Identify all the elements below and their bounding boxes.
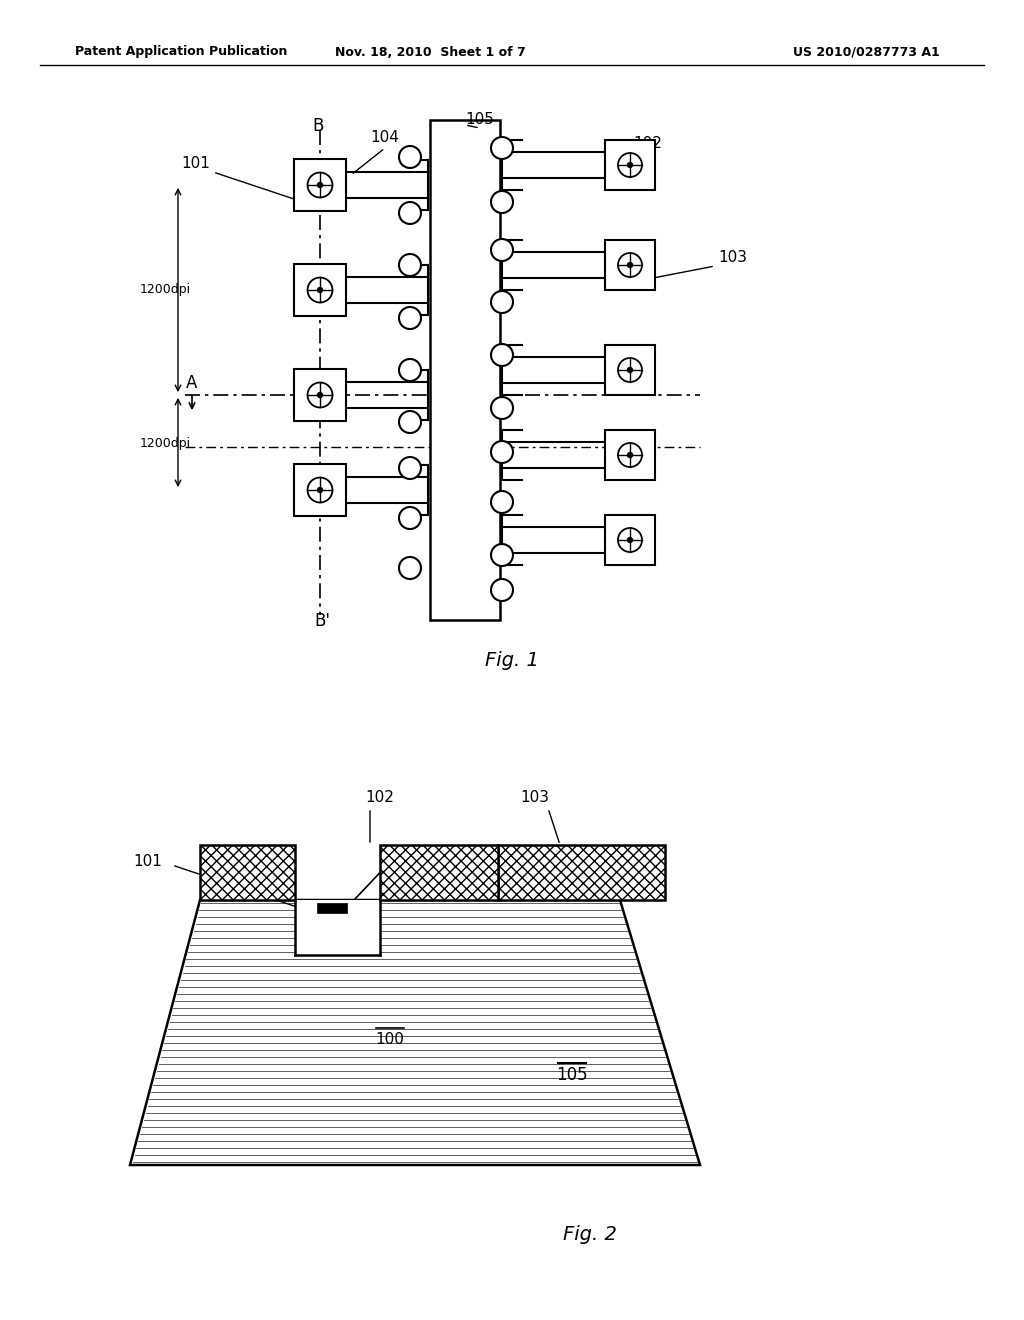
Text: 101: 101 bbox=[181, 156, 210, 170]
Polygon shape bbox=[380, 845, 498, 900]
Bar bbox=[294, 158, 346, 211]
Circle shape bbox=[307, 478, 333, 503]
Circle shape bbox=[490, 397, 513, 418]
Circle shape bbox=[399, 202, 421, 224]
Circle shape bbox=[399, 253, 421, 276]
Circle shape bbox=[399, 507, 421, 529]
Text: 102: 102 bbox=[634, 136, 663, 150]
Circle shape bbox=[628, 263, 633, 268]
Circle shape bbox=[628, 537, 633, 543]
Circle shape bbox=[399, 147, 421, 168]
Circle shape bbox=[618, 444, 642, 467]
Circle shape bbox=[307, 277, 333, 302]
Circle shape bbox=[490, 290, 513, 313]
Text: A': A' bbox=[612, 374, 628, 392]
Text: 104: 104 bbox=[371, 131, 399, 145]
Bar bbox=[295, 900, 380, 954]
Text: Fig. 1: Fig. 1 bbox=[485, 651, 539, 669]
Text: 101: 101 bbox=[133, 854, 162, 870]
Bar bbox=[605, 240, 655, 290]
Circle shape bbox=[490, 137, 513, 158]
Text: Fig. 2: Fig. 2 bbox=[563, 1225, 616, 1245]
Circle shape bbox=[628, 162, 633, 168]
Text: 105: 105 bbox=[556, 1067, 588, 1084]
Bar bbox=[294, 465, 346, 516]
Circle shape bbox=[307, 173, 333, 198]
Text: B: B bbox=[312, 117, 324, 135]
Circle shape bbox=[618, 253, 642, 277]
Text: A: A bbox=[186, 374, 198, 392]
Bar bbox=[294, 370, 346, 421]
Text: US 2010/0287773 A1: US 2010/0287773 A1 bbox=[794, 45, 940, 58]
Circle shape bbox=[317, 182, 323, 187]
Circle shape bbox=[317, 487, 323, 492]
Text: 1200dpi: 1200dpi bbox=[139, 284, 190, 297]
Circle shape bbox=[490, 579, 513, 601]
Circle shape bbox=[307, 383, 333, 408]
Bar bbox=[605, 140, 655, 190]
Circle shape bbox=[399, 308, 421, 329]
Bar bbox=[430, 120, 500, 620]
Bar bbox=[605, 515, 655, 565]
Bar bbox=[294, 264, 346, 315]
Polygon shape bbox=[130, 900, 700, 1166]
Circle shape bbox=[490, 191, 513, 213]
Text: 105: 105 bbox=[466, 112, 495, 128]
Text: 102: 102 bbox=[366, 791, 394, 805]
Circle shape bbox=[618, 528, 642, 552]
Bar bbox=[317, 903, 347, 913]
Circle shape bbox=[399, 359, 421, 381]
Text: 103: 103 bbox=[718, 251, 746, 265]
Circle shape bbox=[399, 411, 421, 433]
Circle shape bbox=[618, 153, 642, 177]
Bar bbox=[498, 845, 665, 900]
Text: Patent Application Publication: Patent Application Publication bbox=[75, 45, 288, 58]
Text: 1200dpi: 1200dpi bbox=[139, 437, 190, 450]
Circle shape bbox=[490, 544, 513, 566]
Circle shape bbox=[628, 367, 633, 372]
Circle shape bbox=[317, 288, 323, 293]
Circle shape bbox=[490, 441, 513, 463]
Text: 103: 103 bbox=[520, 791, 550, 805]
Text: 100: 100 bbox=[376, 1032, 404, 1048]
Circle shape bbox=[317, 392, 323, 397]
Circle shape bbox=[618, 358, 642, 381]
Circle shape bbox=[399, 457, 421, 479]
Circle shape bbox=[490, 345, 513, 366]
Bar bbox=[605, 345, 655, 395]
Bar bbox=[605, 430, 655, 480]
Text: Nov. 18, 2010  Sheet 1 of 7: Nov. 18, 2010 Sheet 1 of 7 bbox=[335, 45, 525, 58]
Text: B': B' bbox=[314, 612, 330, 630]
Circle shape bbox=[490, 491, 513, 513]
Circle shape bbox=[628, 453, 633, 458]
Circle shape bbox=[490, 239, 513, 261]
Circle shape bbox=[399, 557, 421, 579]
Polygon shape bbox=[200, 845, 295, 900]
